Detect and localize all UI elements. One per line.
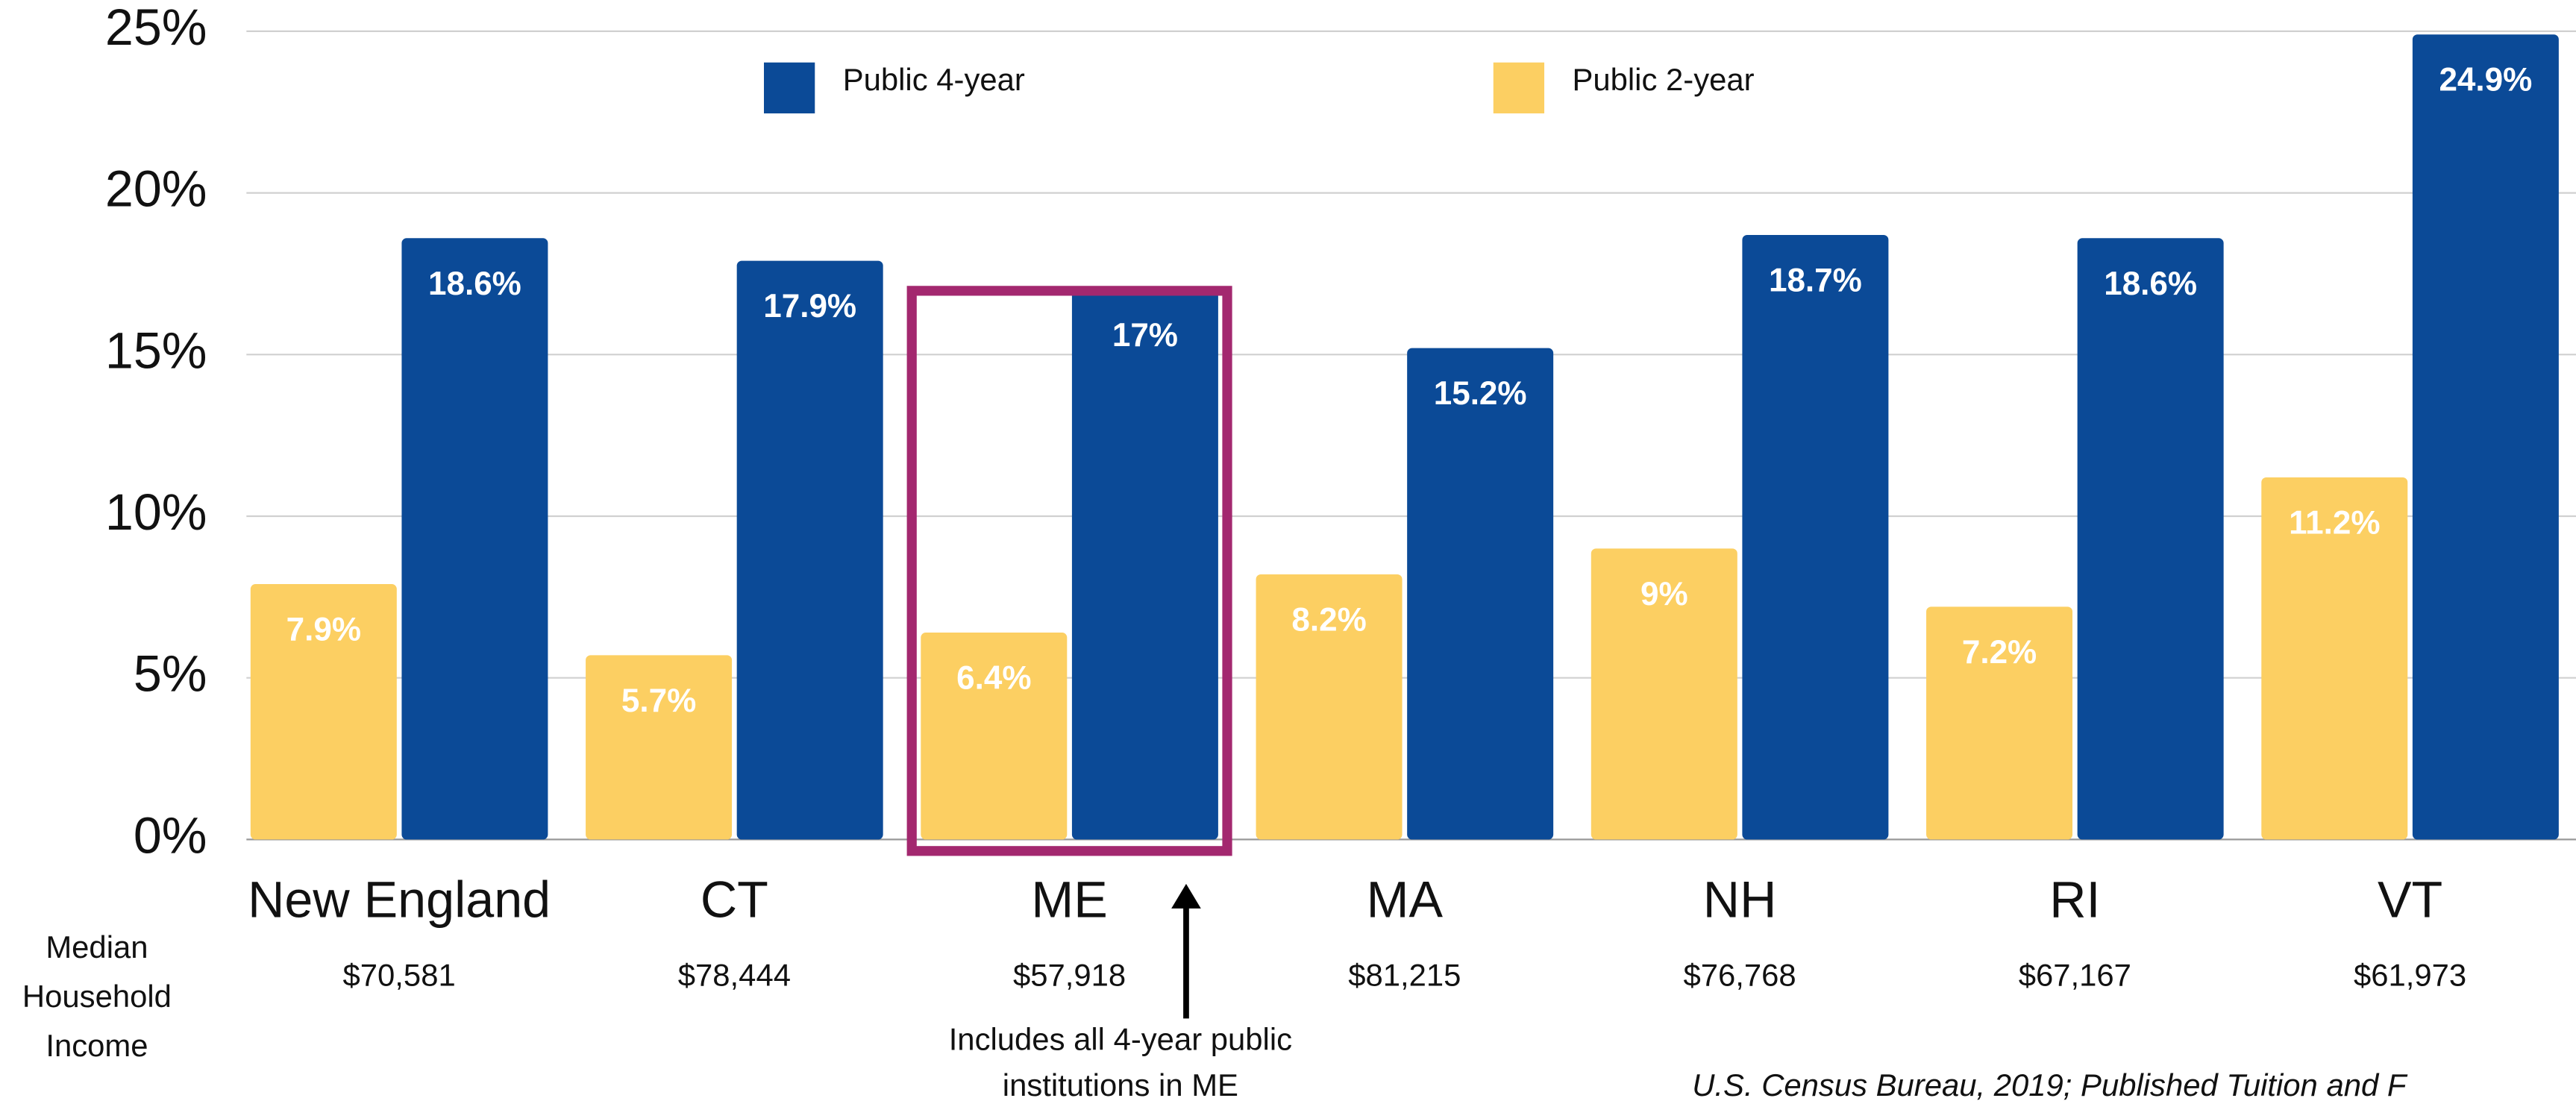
income-axis-label: Household [22, 979, 172, 1014]
legend-swatch [1493, 62, 1545, 114]
x-tick-label: CT [701, 871, 768, 928]
income-label: $70,581 [343, 957, 456, 992]
bar [1591, 548, 1737, 840]
y-tick-label: 25% [105, 0, 207, 56]
bar [1071, 289, 1218, 840]
arrow-head [1171, 883, 1201, 909]
bar [250, 584, 397, 840]
bar [1742, 234, 1889, 840]
y-tick-label: 20% [105, 161, 207, 218]
bar [1926, 606, 2073, 840]
x-tick-label: ME [1031, 871, 1107, 928]
y-tick-label: 0% [134, 807, 207, 864]
bar [2261, 477, 2408, 840]
bar [1407, 348, 1554, 840]
x-tick-label: MA [1367, 871, 1444, 928]
bar [401, 238, 548, 840]
bar [921, 633, 1068, 840]
bar [736, 260, 883, 840]
annotation: Includes all 4-year public [949, 1021, 1292, 1056]
y-tick-label: 15% [105, 322, 207, 379]
x-tick-label: VT [2378, 871, 2442, 928]
annotation: institutions in ME [1003, 1067, 1238, 1103]
data-label: 5.7% [621, 683, 696, 719]
data-label: 18.7% [1769, 262, 1862, 298]
x-tick-label: RI [2049, 871, 2100, 928]
income-label: $76,768 [1683, 957, 1796, 992]
income-label: $57,918 [1013, 957, 1126, 992]
income-label: $81,215 [1348, 957, 1461, 992]
y-tick-label: 10% [105, 484, 207, 541]
data-label: 17.9% [763, 288, 856, 324]
data-label: 15.2% [1434, 375, 1527, 412]
income-label: $67,167 [2019, 957, 2131, 992]
income-axis-label: Median [46, 929, 148, 965]
data-label: 18.6% [428, 266, 521, 302]
legend-label: Public 2-year [1572, 62, 1754, 97]
income-axis-label: Income [46, 1028, 148, 1063]
x-tick-label: NH [1703, 871, 1777, 928]
y-tick-label: 5% [134, 646, 207, 703]
income-label: $78,444 [678, 957, 791, 992]
data-label: 6.4% [956, 660, 1031, 697]
data-label: 18.6% [2104, 266, 2197, 302]
source: U.S. Census Bureau, 2019; Published Tuit… [1692, 1067, 2408, 1103]
data-label: 7.2% [1962, 634, 2037, 671]
data-label: 9% [1640, 576, 1688, 612]
data-label: 7.9% [286, 612, 361, 648]
data-label: 11.2% [2289, 504, 2380, 541]
highlight-box [906, 286, 1232, 856]
data-label: 17% [1112, 317, 1178, 354]
legend-swatch [764, 62, 815, 114]
legend-label: Public 4-year [843, 62, 1025, 97]
bar [586, 655, 733, 840]
bar [2077, 238, 2224, 840]
x-tick-label: New England [248, 871, 551, 928]
data-label: 24.9% [2439, 62, 2532, 98]
data-label: 8.2% [1291, 602, 1366, 639]
bar [2412, 34, 2559, 840]
bar [1256, 574, 1403, 840]
income-label: $61,973 [2354, 957, 2466, 992]
